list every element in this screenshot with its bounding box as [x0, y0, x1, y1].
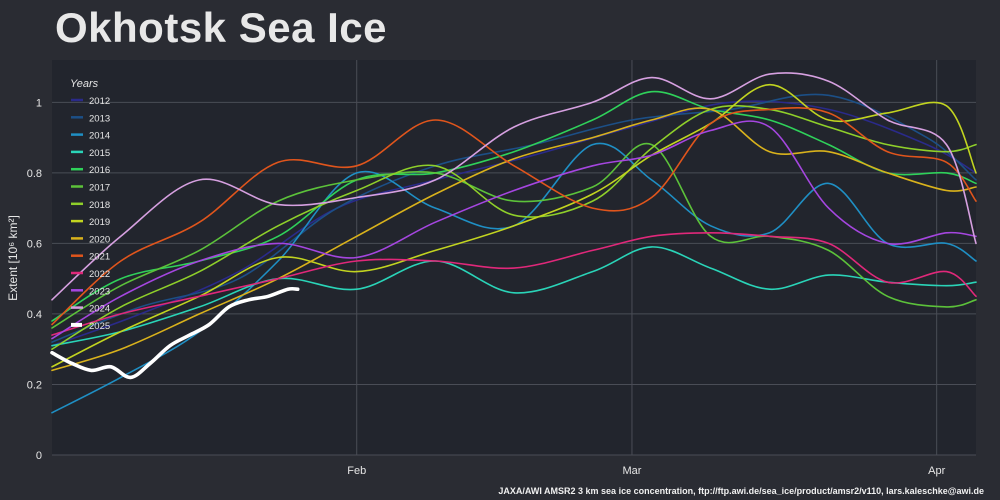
- legend-label-2022: 2022: [89, 269, 110, 280]
- legend-label-2017: 2017: [89, 183, 110, 194]
- series-line-2012: [51, 100, 977, 347]
- series-line-2022: [51, 232, 977, 336]
- legend-label-2020: 2020: [89, 234, 110, 245]
- x-tick-label: Mar: [622, 465, 641, 477]
- series-line-2021: [51, 107, 977, 326]
- y-tick-label: 0.4: [27, 309, 42, 321]
- series-line-2015: [51, 246, 977, 347]
- y-tick-label: 1: [36, 97, 42, 109]
- x-tick-label: Apr: [928, 465, 945, 477]
- chart-title: Okhotsk Sea Ice: [55, 4, 387, 51]
- y-tick-label: 0.6: [27, 238, 42, 250]
- plot-background: [52, 60, 976, 455]
- y-tick-label: 0.2: [27, 379, 42, 391]
- legend-label-2019: 2019: [89, 217, 110, 228]
- y-tick-label: 0.8: [27, 168, 42, 180]
- y-axis-label: Extent [10⁶ km²]: [6, 215, 20, 301]
- series-line-2025: [50, 286, 300, 380]
- series-line-2023: [51, 120, 977, 340]
- x-tick-label: Feb: [347, 465, 366, 477]
- series-line-2019: [51, 83, 977, 368]
- legend-label-2024: 2024: [89, 304, 110, 315]
- axes: 0 0.2 0.4 0.6 0.8 1 Feb Mar Apr: [27, 97, 946, 477]
- legend-label-2018: 2018: [89, 200, 110, 211]
- legend-label-2013: 2013: [89, 113, 110, 124]
- y-tick-label: 0: [36, 450, 42, 462]
- legend-label-2021: 2021: [89, 252, 110, 263]
- series-line-2017: [51, 142, 977, 329]
- legend-label-2023: 2023: [89, 286, 110, 297]
- legend-label-2014: 2014: [89, 131, 110, 142]
- legend-label-2012: 2012: [89, 96, 110, 107]
- legend-label-2016: 2016: [89, 165, 110, 176]
- series-line-2018: [51, 104, 977, 350]
- series-layer: [50, 72, 977, 414]
- series-line-2020: [51, 107, 977, 372]
- data-source-credit: JAXA/AWI AMSR2 3 km sea ice concentratio…: [498, 486, 984, 496]
- legend: Years 2012 2013 2014 2015 2016 2017 2018 2019 202…: [70, 78, 110, 332]
- legend-title: Years: [70, 78, 99, 90]
- legend-label-2025: 2025: [89, 321, 110, 332]
- legend-label-2015: 2015: [89, 148, 110, 159]
- series-line-2024: [51, 72, 977, 301]
